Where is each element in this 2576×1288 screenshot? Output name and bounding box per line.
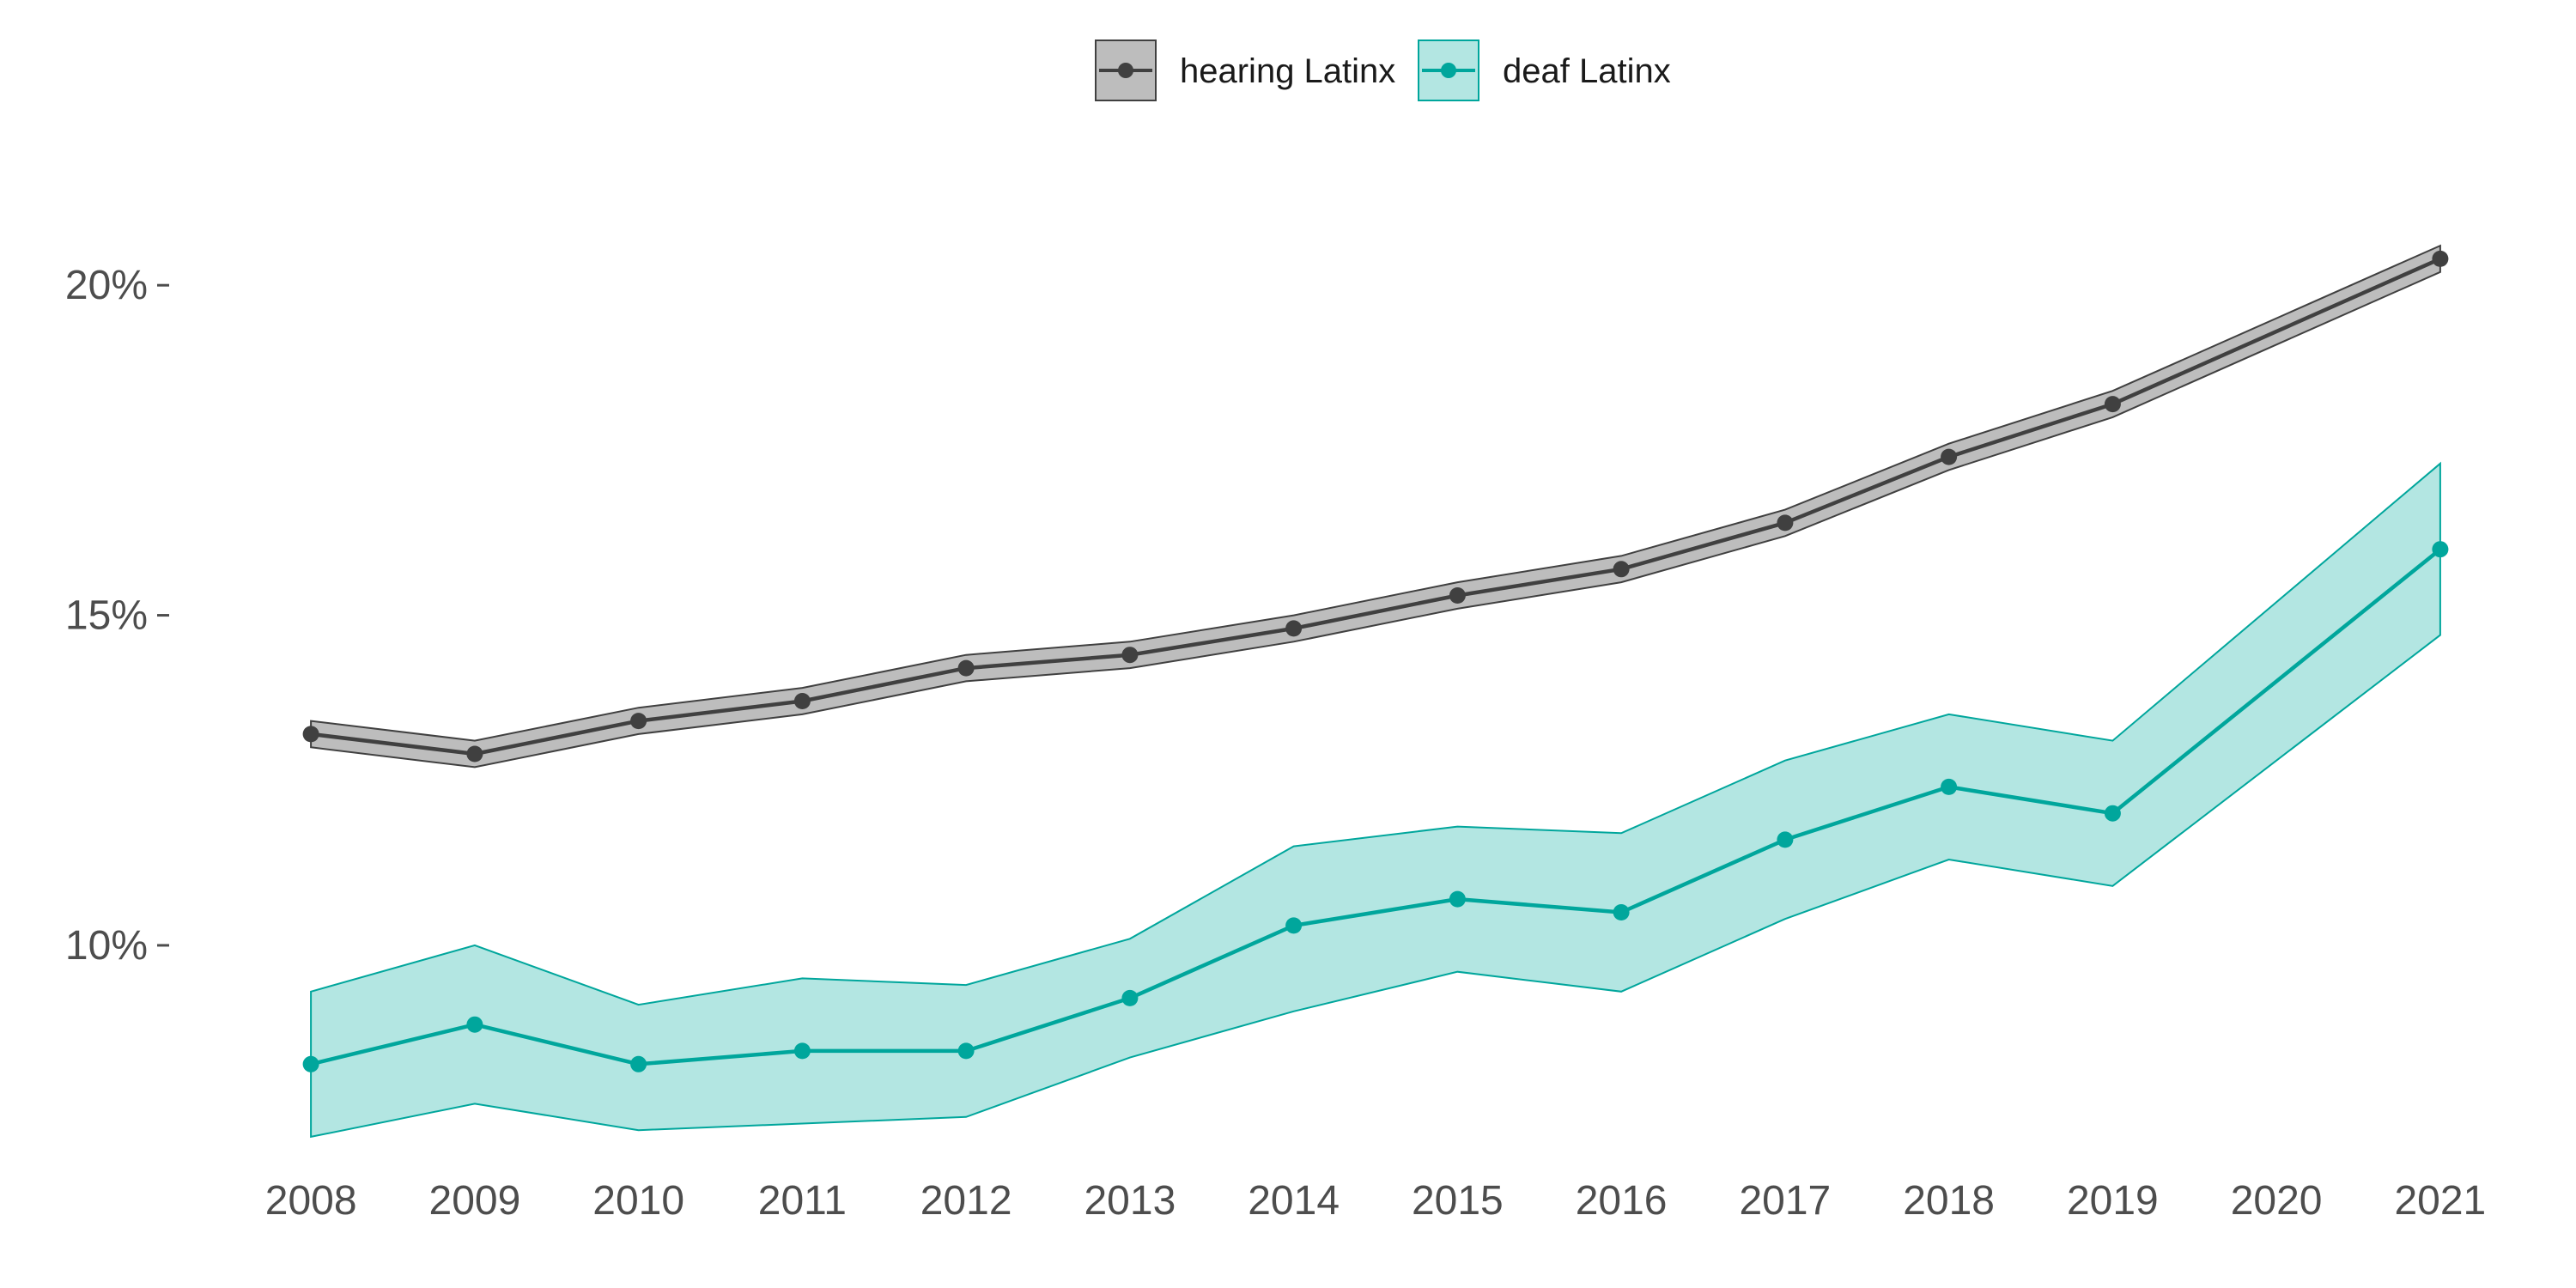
hearing-latinx-point-2017 <box>1777 514 1794 532</box>
legend-label: deaf Latinx <box>1503 52 1671 90</box>
hearing-latinx-point-2008 <box>302 726 319 743</box>
x-tick-label: 2017 <box>1739 1178 1831 1224</box>
deaf-latinx-point-2010 <box>630 1055 647 1072</box>
deaf-latinx-band <box>310 461 2441 1139</box>
deaf-latinx-point-2021 <box>2432 541 2449 558</box>
legend-key-point <box>1118 63 1133 78</box>
deaf-latinx-point-2016 <box>1613 904 1630 920</box>
x-tick-label: 2016 <box>1576 1178 1668 1224</box>
x-tick-label: 2011 <box>758 1178 847 1224</box>
hearing-latinx-point-2021 <box>2432 250 2449 267</box>
x-tick-label: 2009 <box>429 1178 521 1224</box>
x-tick-label: 2012 <box>920 1178 1012 1224</box>
x-tick-label: 2018 <box>1903 1178 1995 1224</box>
legend-label: hearing Latinx <box>1180 52 1395 90</box>
hearing-latinx-point-2014 <box>1285 620 1303 637</box>
hearing-latinx-point-2010 <box>630 713 647 730</box>
hearing-latinx-point-2013 <box>1121 647 1139 664</box>
x-tick-label: 2010 <box>592 1178 684 1224</box>
deaf-latinx-point-2017 <box>1777 831 1794 848</box>
y-tick-label: 10% <box>65 923 148 969</box>
legend: hearing Latinx deaf Latinx <box>1095 39 1671 101</box>
hearing-latinx-point-2019 <box>2104 396 2121 413</box>
hearing-latinx-point-2011 <box>793 693 811 709</box>
x-tick-label: 2020 <box>2231 1178 2323 1224</box>
x-tick-label: 2015 <box>1412 1178 1504 1224</box>
y-tick-label: 20% <box>65 263 148 308</box>
hearing-latinx-point-2015 <box>1449 587 1466 604</box>
hearing-latinx-point-2018 <box>1941 448 1958 465</box>
hearing-latinx-point-2016 <box>1613 561 1630 578</box>
hearing-latinx-point-2012 <box>957 659 975 677</box>
hearing-latinx-band <box>310 244 2441 769</box>
x-axis: 2008 2009 2010 2011 2012 2013 2014 2015 2016 2017… <box>265 1178 2486 1224</box>
confidence-bands <box>310 244 2441 1139</box>
x-tick-label: 2021 <box>2394 1178 2486 1224</box>
hearing-latinx-line <box>310 257 2441 756</box>
deaf-latinx-point-2019 <box>2104 805 2121 822</box>
x-tick-label: 2008 <box>265 1178 357 1224</box>
x-tick-label: 2013 <box>1084 1178 1176 1224</box>
deaf-latinx-point-2011 <box>793 1042 811 1060</box>
legend-key-point <box>1441 63 1456 78</box>
y-axis: 10% 15% 20% <box>65 263 169 969</box>
legend-item-hearing-latinx: hearing Latinx <box>1095 39 1395 101</box>
x-tick-label: 2019 <box>2067 1178 2159 1224</box>
deaf-latinx-point-2018 <box>1941 778 1958 795</box>
series-points <box>302 250 2449 1072</box>
deaf-latinx-point-2009 <box>466 1016 483 1033</box>
deaf-latinx-point-2012 <box>957 1042 975 1060</box>
deaf-latinx-point-2013 <box>1121 989 1139 1006</box>
hearing-latinx-point-2009 <box>466 745 483 762</box>
legend-item-deaf-latinx: deaf Latinx <box>1418 39 1671 101</box>
y-tick-label: 15% <box>65 593 148 639</box>
x-tick-label: 2014 <box>1248 1178 1340 1224</box>
deaf-latinx-point-2008 <box>302 1055 319 1072</box>
deaf-latinx-point-2014 <box>1285 917 1303 934</box>
deaf-latinx-point-2015 <box>1449 890 1466 908</box>
